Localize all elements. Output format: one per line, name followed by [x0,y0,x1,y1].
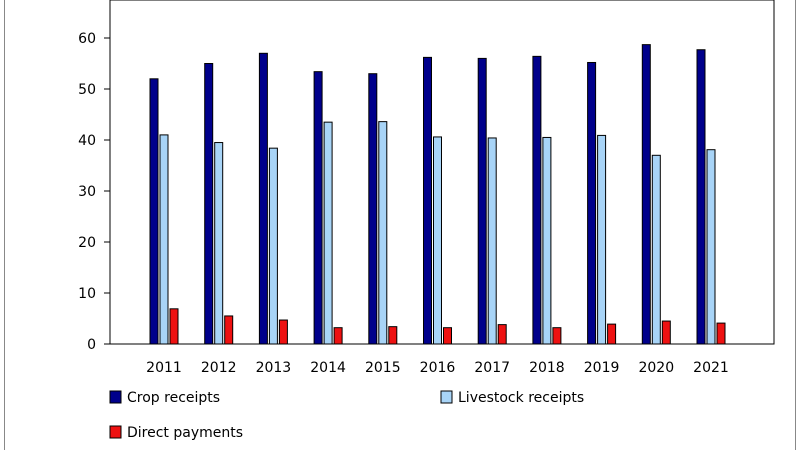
bar-crop-receipts-2017 [477,57,487,345]
bar-crop-receipts-2011 [149,78,159,345]
bar-crop-receipts-2015 [368,73,378,345]
legend-swatch-crop-receipts [109,390,122,404]
bar-direct-payments-2014 [333,327,343,345]
y-tick-label: 20 [78,235,96,251]
bar-direct-payments-2020 [661,320,671,345]
bar-livestock-receipts-2013 [268,147,278,345]
x-tick-label: 2015 [365,360,401,376]
legend-label-direct-payments: Direct payments [127,425,243,441]
y-tick-label: 0 [87,337,96,353]
bar-crop-receipts-2021 [696,49,706,345]
legend-swatch-livestock-receipts [440,390,453,404]
bar-direct-payments-2018 [552,327,562,345]
bar-crop-receipts-2020 [641,44,651,345]
legend-swatch-direct-payments [109,425,122,439]
x-tick-label: 2011 [146,360,182,376]
bars-group [149,44,726,345]
bar-livestock-receipts-2019 [597,134,607,345]
frame-right-border [795,0,796,450]
bar-direct-payments-2017 [497,324,507,345]
bar-livestock-receipts-2017 [487,137,497,345]
bar-direct-payments-2016 [443,327,452,345]
bar-direct-payments-2012 [224,315,234,345]
legend: Crop receipts Livestock receipts Direct pa… [109,390,584,441]
x-tick-label: 2019 [584,360,620,376]
x-tick-label: 2017 [474,360,510,376]
frame-left-border [4,0,5,450]
bar-direct-payments-2015 [388,326,398,345]
bar-livestock-receipts-2018 [542,136,552,345]
bar-livestock-receipts-2015 [378,121,388,345]
bar-direct-payments-2021 [716,322,726,345]
bar-livestock-receipts-2012 [214,142,224,345]
x-tick-label: 2013 [256,360,292,376]
bar-crop-receipts-2018 [532,55,542,345]
bar-livestock-receipts-2011 [159,134,169,345]
bar-direct-payments-2011 [169,308,179,345]
bar-livestock-receipts-2021 [706,149,716,345]
x-tick-label: 2018 [529,360,565,376]
x-tick-label: 2021 [693,360,729,376]
bar-direct-payments-2013 [278,319,288,345]
y-tick-label: 60 [78,31,96,47]
bar-crop-receipts-2014 [313,71,323,345]
bar-crop-receipts-2019 [587,61,597,345]
bar-crop-receipts-2016 [423,56,432,345]
bar-livestock-receipts-2020 [651,154,661,345]
x-tick-label: 2016 [420,360,456,376]
bar-livestock-receipts-2016 [433,136,442,345]
y-tick-label: 10 [78,286,96,302]
y-tick-label: 40 [78,133,96,149]
bar-livestock-receipts-2014 [323,121,333,345]
y-axis-ticks: 0 10 20 30 40 50 60 [78,31,110,353]
bar-direct-payments-2019 [607,323,617,345]
legend-label-crop-receipts: Crop receipts [127,390,220,406]
bar-crop-receipts-2013 [258,52,268,345]
y-tick-label: 50 [78,82,96,98]
x-tick-label: 2012 [201,360,237,376]
bar-crop-receipts-2012 [204,63,214,345]
y-tick-label: 30 [78,184,96,200]
x-axis-ticks: 2011 2012 2013 2014 2015 2016 2017 2018 2019 2020… [146,360,729,376]
legend-label-livestock-receipts: Livestock receipts [458,390,584,406]
x-tick-label: 2020 [638,360,674,376]
x-tick-label: 2014 [310,360,346,376]
